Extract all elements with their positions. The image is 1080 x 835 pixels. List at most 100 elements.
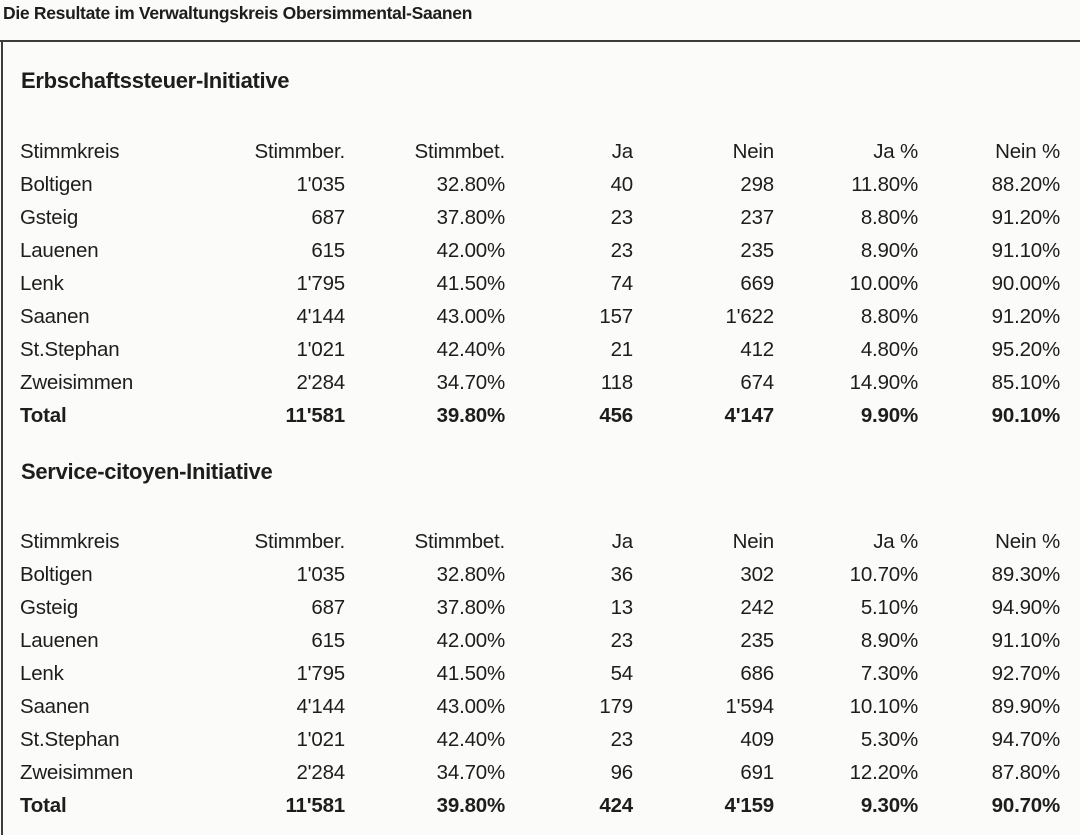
table-row-ststephan: St.Stephan 1'021 42.40% 21 412 4.80% 95.…	[20, 333, 1060, 366]
cell-stimmbet: 42.00%	[436, 239, 505, 262]
column-header-row: Stimmkreis Stimmber. Stimmbet. Ja Nein J…	[20, 135, 1060, 168]
cell-stimmkreis: Lauenen	[20, 629, 99, 652]
total-row: Total 11'581 39.80% 424 4'159 9.30% 90.7…	[20, 789, 1060, 822]
table-row-gsteig: Gsteig 687 37.80% 13 242 5.10% 94.90%	[20, 591, 1060, 624]
cell-nein: 409	[740, 728, 774, 751]
cell-stimmkreis: Lauenen	[20, 239, 99, 262]
cell-stimmbet: 43.00%	[436, 695, 505, 718]
cell-stimmbet: 32.80%	[436, 563, 505, 586]
cell-nein-pct: 94.70%	[991, 728, 1060, 751]
column-header-nein: Nein	[732, 530, 774, 553]
cell-nein: 302	[740, 563, 774, 586]
cell-ja-pct: 12.20%	[849, 761, 918, 784]
top-rule	[0, 40, 1080, 42]
cell-stimmber: 1'795	[296, 272, 345, 295]
cell-stimmbet: 32.80%	[436, 173, 505, 196]
column-header-stimmbet: Stimmbet.	[414, 530, 505, 553]
cell-nein-pct: 90.10%	[991, 404, 1060, 427]
table-row-ststephan: St.Stephan 1'021 42.40% 23 409 5.30% 94.…	[20, 723, 1060, 756]
section-title-erbschaftssteuer: Erbschaftssteuer-Initiative	[21, 68, 290, 93]
cell-ja: 21	[610, 338, 633, 361]
cell-stimmbet: 41.50%	[436, 272, 505, 295]
cell-stimmkreis: Saanen	[20, 305, 90, 328]
table-row-lauenen: Lauenen 615 42.00% 23 235 8.90% 91.10%	[20, 624, 1060, 657]
table-row-zweisimmen: Zweisimmen 2'284 34.70% 96 691 12.20% 87…	[20, 756, 1060, 789]
cell-nein: 242	[740, 596, 774, 619]
column-header-ja: Ja	[611, 140, 633, 163]
cell-nein-pct: 89.90%	[991, 695, 1060, 718]
cell-ja: 96	[610, 761, 633, 784]
column-header-ja: Ja	[611, 530, 633, 553]
column-header-nein: Nein	[732, 140, 774, 163]
cell-nein-pct: 91.10%	[991, 239, 1060, 262]
cell-nein: 235	[740, 239, 774, 262]
page-title: Die Resultate im Verwaltungskreis Obersi…	[3, 3, 473, 23]
cell-stimmbet: 34.70%	[436, 371, 505, 394]
cell-stimmber: 1'795	[296, 662, 345, 685]
cell-stimmkreis: Boltigen	[20, 173, 93, 196]
cell-nein-pct: 85.10%	[991, 371, 1060, 394]
cell-ja: 40	[610, 173, 633, 196]
cell-stimmkreis: Zweisimmen	[20, 371, 134, 394]
cell-ja: 157	[599, 305, 633, 328]
table-row-gsteig: Gsteig 687 37.80% 23 237 8.80% 91.20%	[20, 201, 1060, 234]
table-row-boltigen: Boltigen 1'035 32.80% 40 298 11.80% 88.2…	[20, 168, 1060, 201]
cell-ja-pct: 10.10%	[849, 695, 918, 718]
column-header-ja-pct: Ja %	[873, 140, 918, 163]
cell-nein: 4'147	[724, 404, 774, 427]
cell-stimmkreis: Lenk	[20, 272, 64, 295]
cell-stimmkreis: Total	[20, 794, 67, 817]
cell-ja: 23	[610, 728, 633, 751]
cell-ja: 36	[610, 563, 633, 586]
table-row-saanen: Saanen 4'144 43.00% 179 1'594 10.10% 89.…	[20, 690, 1060, 723]
table-row-lenk: Lenk 1'795 41.50% 54 686 7.30% 92.70%	[20, 657, 1060, 690]
cell-stimmbet: 42.40%	[436, 728, 505, 751]
results-table-erbschaftssteuer: Stimmkreis Stimmber. Stimmbet. Ja Nein J…	[20, 135, 1060, 432]
cell-stimmbet: 41.50%	[436, 662, 505, 685]
cell-ja-pct: 14.90%	[849, 371, 918, 394]
cell-stimmkreis: Total	[20, 404, 67, 427]
cell-stimmber: 4'144	[296, 305, 345, 328]
table-row-boltigen: Boltigen 1'035 32.80% 36 302 10.70% 89.3…	[20, 558, 1060, 591]
column-header-stimmber: Stimmber.	[254, 140, 345, 163]
column-header-nein-pct: Nein %	[995, 140, 1060, 163]
cell-ja: 23	[610, 629, 633, 652]
cell-stimmber: 11'581	[285, 794, 345, 817]
cell-nein: 686	[740, 662, 774, 685]
cell-ja-pct: 7.30%	[860, 662, 918, 685]
cell-ja-pct: 8.90%	[860, 629, 918, 652]
cell-nein: 237	[740, 206, 774, 229]
cell-nein-pct: 94.90%	[991, 596, 1060, 619]
cell-stimmber: 615	[311, 239, 345, 262]
cell-stimmkreis: Gsteig	[20, 206, 79, 229]
cell-stimmber: 2'284	[296, 761, 345, 784]
cell-nein: 235	[740, 629, 774, 652]
cell-nein-pct: 95.20%	[991, 338, 1060, 361]
cell-nein: 674	[740, 371, 774, 394]
cell-ja-pct: 8.90%	[860, 239, 918, 262]
cell-nein: 412	[740, 338, 774, 361]
cell-stimmbet: 42.00%	[436, 629, 505, 652]
cell-stimmkreis: Boltigen	[20, 563, 93, 586]
cell-ja: 13	[610, 596, 633, 619]
cell-stimmkreis: Zweisimmen	[20, 761, 134, 784]
cell-ja: 179	[599, 695, 633, 718]
left-border-rule	[1, 42, 3, 835]
cell-stimmber: 4'144	[296, 695, 345, 718]
cell-nein: 4'159	[724, 794, 774, 817]
cell-nein-pct: 87.80%	[991, 761, 1060, 784]
cell-ja-pct: 8.80%	[860, 206, 918, 229]
cell-nein-pct: 90.00%	[991, 272, 1060, 295]
cell-stimmber: 2'284	[296, 371, 345, 394]
cell-nein-pct: 90.70%	[991, 794, 1060, 817]
cell-nein-pct: 91.10%	[991, 629, 1060, 652]
cell-ja: 456	[599, 404, 633, 427]
cell-stimmkreis: St.Stephan	[20, 728, 120, 751]
cell-stimmber: 1'021	[296, 338, 345, 361]
cell-ja: 54	[610, 662, 633, 685]
total-row: Total 11'581 39.80% 456 4'147 9.90% 90.1…	[20, 399, 1060, 432]
cell-ja-pct: 5.30%	[860, 728, 918, 751]
section-title-service-citoyen: Service-citoyen-Initiative	[21, 459, 273, 484]
cell-stimmber: 1'035	[296, 563, 345, 586]
